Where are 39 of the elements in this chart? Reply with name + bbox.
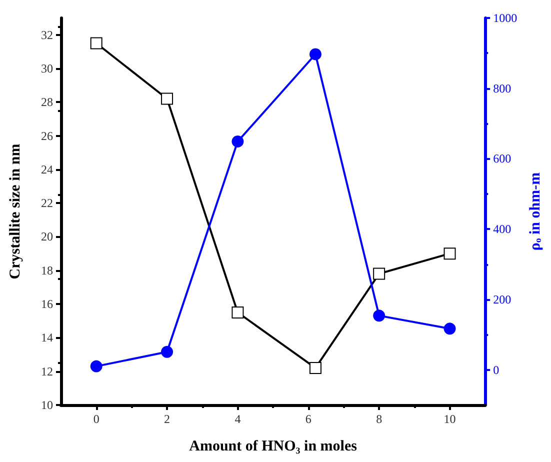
y2-tick-label: 0 [493,362,500,377]
y2-axis-title: ρₒ in ohm-m [528,172,544,251]
y-tick-label: 24 [41,162,53,176]
x-tick-label: 10 [444,412,456,426]
x-axis-title: Amount of HNO₃ in moles [189,438,358,454]
y-tick-label: 20 [41,230,53,244]
y-tick-label: 26 [41,128,53,143]
y-axis-title: Crystallite size in nm [8,143,24,280]
y-tick-label: 10 [41,398,53,412]
y-tick-label: 30 [41,61,53,76]
y-tick-label: 16 [41,297,53,312]
x-tick-label: 2 [164,412,170,426]
point [309,48,322,60]
point [232,306,244,318]
y-tick-label: 12 [41,364,53,378]
y2-tick-label: 200 [493,292,512,306]
y2-tick-label: 1000 [493,11,518,25]
point [161,346,174,358]
x-tick-label: 4 [234,412,241,426]
point [232,135,244,148]
point [161,92,174,105]
x-tick-label: 0 [93,412,100,426]
point [444,322,456,335]
point [90,37,102,50]
point [444,248,456,260]
x-tick-label: 8 [376,412,382,426]
point [309,362,322,374]
y-tick-label: 22 [41,196,53,210]
y-tick-label: 18 [41,263,53,278]
y-tick-label: 14 [41,330,53,345]
y2-tick-label: 600 [493,152,512,166]
x-tick-label: 6 [305,412,312,426]
y-tick-label: 32 [41,28,53,42]
y2-tick-label: 800 [493,81,512,96]
y2-tick-label: 400 [493,222,512,236]
point [90,360,102,372]
point [373,310,386,322]
point [373,268,386,280]
y-tick-label: 28 [41,95,53,110]
